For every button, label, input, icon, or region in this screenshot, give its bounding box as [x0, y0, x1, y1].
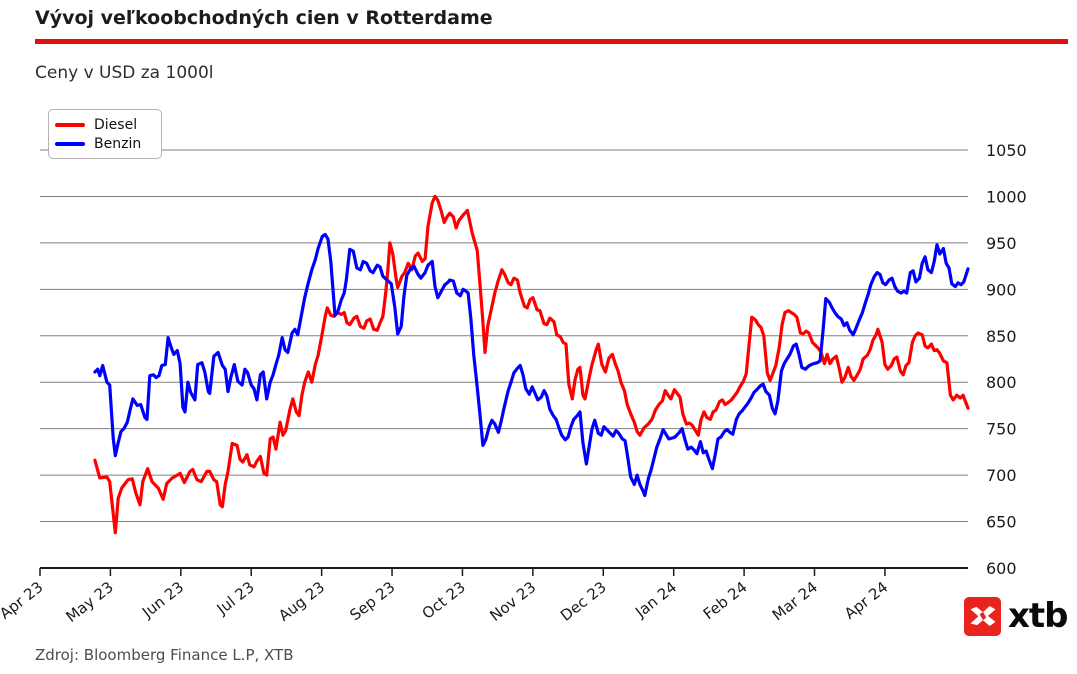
- x-tick-label: Feb 24: [700, 578, 751, 623]
- legend-label-diesel: Diesel: [94, 116, 138, 133]
- legend-item-diesel: Diesel: [55, 115, 153, 134]
- x-tick-label: Apr 24: [841, 578, 891, 623]
- diesel-line-swatch: [55, 122, 85, 127]
- x-tick-label: Mar 24: [769, 578, 821, 624]
- x-tick-label: Nov 23: [486, 578, 539, 625]
- y-tick-label: 650: [986, 513, 1017, 532]
- legend-label-benzin: Benzin: [94, 135, 142, 152]
- x-tick-label: Dec 23: [557, 578, 610, 625]
- x-tick-label: Sep 23: [346, 578, 398, 624]
- diesel-line: [93, 194, 970, 535]
- y-tick-label: 950: [986, 234, 1017, 253]
- y-tick-label: 800: [986, 373, 1017, 392]
- xtb-logo: xtb: [964, 596, 1069, 636]
- y-tick-label: 600: [986, 559, 1017, 578]
- y-tick-label: 750: [986, 420, 1017, 439]
- chart-legend: Diesel Benzin: [48, 109, 162, 159]
- y-tick-label: 700: [986, 466, 1017, 485]
- x-tick-label: Jun 23: [138, 578, 187, 622]
- benzin-line-swatch: [55, 141, 85, 146]
- y-tick-label: 850: [986, 327, 1017, 346]
- y-tick-label: 1000: [986, 187, 1027, 206]
- xtb-x-icon: [970, 606, 995, 626]
- title-underline: [35, 39, 1068, 44]
- source-note: Zdroj: Bloomberg Finance L.P, XTB: [35, 646, 294, 664]
- x-tick-label: Aug 23: [275, 578, 328, 625]
- xtb-logo-mark: [964, 596, 1001, 636]
- xtb-logo-text: xtb: [1008, 596, 1069, 636]
- y-tick-label: 900: [986, 280, 1017, 299]
- x-tick-label: Oct 23: [419, 578, 469, 623]
- x-tick-label: May 23: [63, 578, 117, 626]
- page-title: Vývoj veľkoobchodných cien v Rotterdame: [35, 7, 493, 29]
- legend-item-benzin: Benzin: [55, 134, 153, 153]
- x-tick-label: Jul 23: [213, 578, 258, 619]
- x-tick-label: Apr 23: [0, 578, 46, 623]
- x-tick-label: Jan 24: [631, 578, 680, 622]
- chart-subtitle: Ceny v USD za 1000l: [35, 63, 214, 83]
- y-tick-label: 1050: [986, 141, 1027, 160]
- benzin-line: [93, 232, 970, 498]
